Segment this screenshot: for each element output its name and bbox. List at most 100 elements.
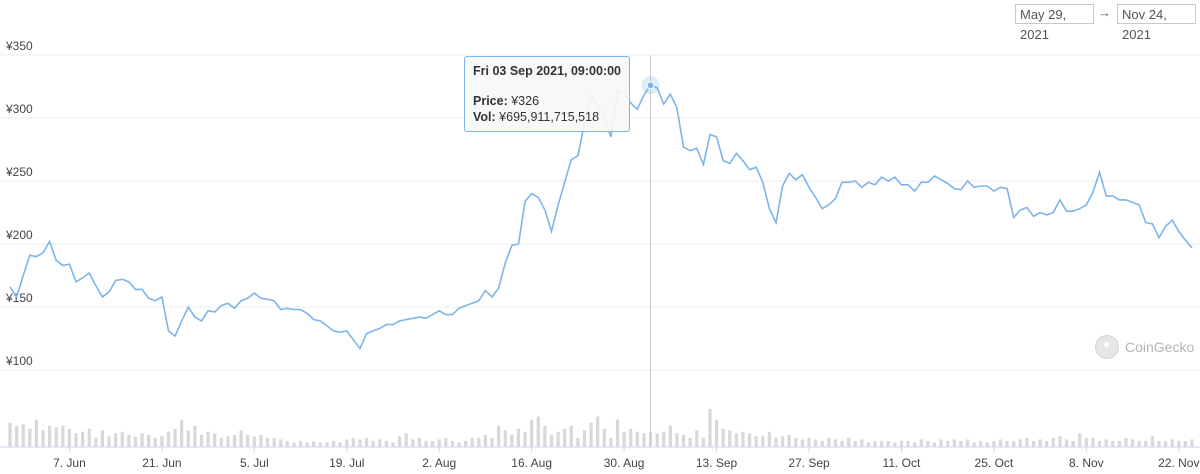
volume-bar [140, 433, 144, 447]
volume-bar [1177, 440, 1181, 447]
volume-bar [153, 437, 157, 447]
volume-bar [180, 419, 184, 447]
volume-bar [642, 433, 646, 447]
grid-lines [0, 54, 1200, 371]
volume-bar [774, 437, 778, 447]
tooltip-vol-value: ¥695,911,715,518 [499, 110, 600, 124]
volume-bar [8, 422, 12, 447]
volume-bar [847, 437, 851, 447]
volume-bar [556, 431, 560, 447]
volume-bar [695, 430, 699, 447]
volume-bar [1130, 439, 1135, 447]
volume-bar [662, 431, 666, 447]
tooltip-price-value: ¥326 [511, 94, 540, 108]
volume-bar [199, 434, 204, 447]
volume-bar [965, 439, 970, 447]
volume-bar [1190, 439, 1194, 447]
volume-bar [589, 422, 593, 447]
volume-bar [470, 437, 474, 447]
volume-bar [827, 437, 831, 447]
tooltip-price-label: Price: [473, 94, 508, 108]
volume-bar [893, 442, 897, 447]
volume-bar [1124, 437, 1128, 447]
volume-bar [431, 440, 435, 447]
volume-bar [1018, 439, 1022, 447]
volume-bar [450, 440, 455, 447]
volume-bar [219, 437, 223, 447]
volume-bar [48, 425, 52, 447]
hover-point-marker[interactable] [646, 81, 655, 90]
volume-bar [1170, 439, 1174, 447]
volume-bar [1005, 440, 1009, 447]
volume-bar [28, 428, 32, 447]
volume-bar [1031, 440, 1036, 447]
volume-bar [1084, 437, 1088, 447]
volume-bar [232, 434, 237, 447]
volume-bar [1051, 437, 1055, 447]
volume-bar [873, 440, 877, 447]
volume-bar [754, 436, 758, 447]
volume-bar [246, 434, 250, 447]
volume-bar [1078, 433, 1082, 447]
y-tick-label: ¥150 [5, 291, 33, 305]
volume-bar [959, 440, 963, 447]
x-tick-label: 16. Aug [511, 456, 552, 470]
volume-bars [8, 409, 1194, 447]
volume-bar [932, 442, 937, 447]
volume-bar [787, 434, 791, 447]
volume-bar [226, 436, 230, 447]
volume-bar [34, 419, 39, 447]
x-tick-label: 13. Sep [696, 456, 738, 470]
volume-bar [325, 442, 329, 447]
range-arrow-icon: → [1098, 5, 1111, 20]
volume-bar [483, 434, 488, 447]
volume-bar [1045, 440, 1049, 447]
y-tick-label: ¥250 [5, 165, 33, 179]
volume-bar [602, 428, 606, 447]
volume-bar [21, 424, 25, 447]
volume-bar [668, 425, 672, 447]
volume-bar [549, 434, 554, 447]
volume-bar [516, 428, 521, 447]
volume-bar [635, 431, 639, 447]
volume-bar [298, 440, 303, 447]
volume-bar [424, 440, 428, 447]
volume-bar [193, 425, 197, 447]
tooltip-vol-label: Vol: [473, 110, 496, 124]
volume-bar [477, 437, 481, 447]
volume-bar [972, 442, 976, 447]
volume-bar [503, 430, 507, 447]
volume-bar [985, 442, 989, 447]
volume-bar [15, 425, 19, 447]
volume-bar [714, 419, 719, 447]
volume-bar [747, 433, 752, 447]
volume-bar [265, 437, 270, 447]
x-tick-label: 19. Jul [329, 456, 364, 470]
volume-bar [147, 434, 151, 447]
coingecko-logo-icon [1095, 335, 1119, 359]
volume-bar [840, 440, 844, 447]
volume-bar [331, 440, 336, 447]
volume-bar [1025, 437, 1029, 447]
volume-bar [629, 428, 633, 447]
x-tick-label: 11. Oct [883, 456, 921, 470]
volume-bar [127, 434, 131, 447]
volume-bar [761, 436, 765, 447]
volume-bar [74, 433, 78, 447]
volume-bar [497, 425, 501, 447]
volume-bar [536, 416, 540, 447]
y-tick-label: ¥300 [5, 102, 33, 116]
watermark-text: CoinGecko [1125, 339, 1195, 355]
volume-bar [741, 431, 745, 447]
volume-bar [721, 428, 725, 447]
volume-bar [345, 439, 349, 447]
range-end-date[interactable]: Nov 24, 2021 [1117, 4, 1196, 42]
range-start-date[interactable]: May 29, 2021 [1015, 4, 1094, 42]
coingecko-watermark: CoinGecko [1095, 335, 1194, 359]
volume-bar [239, 430, 243, 447]
x-tick-label: 30. Aug [604, 456, 645, 470]
volume-bar [582, 430, 587, 447]
volume-bar [292, 442, 296, 447]
volume-bar [1183, 440, 1187, 447]
